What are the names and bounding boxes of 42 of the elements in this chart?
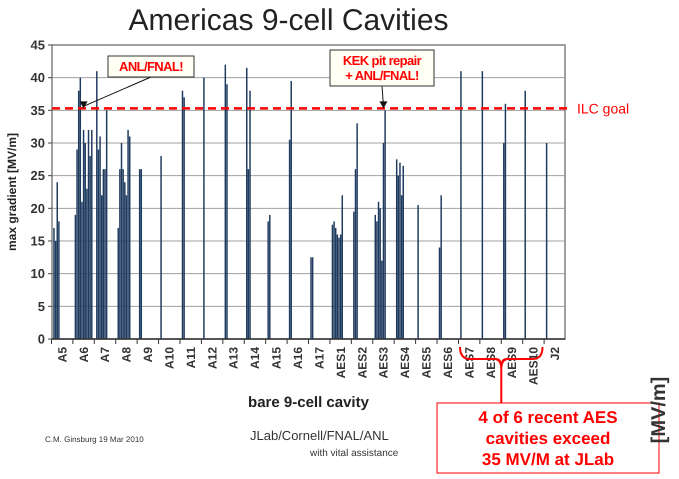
ref-line-label: ILC goal: [577, 100, 630, 116]
text: with vital assistance: [309, 448, 399, 459]
x-axis-title: bare 9-cell cavity: [248, 394, 370, 411]
y-tick-label: 0: [38, 332, 45, 347]
annotation: KEK pit repair + ANL/FNAL!: [342, 53, 422, 83]
x-tick-label: A6: [76, 346, 91, 362]
x-tick-label: AES6: [440, 346, 455, 378]
y-tick-label: 5: [38, 298, 45, 314]
x-tick-label: A16: [290, 346, 305, 370]
y-tick-label: 30: [30, 136, 45, 151]
y-tick-label: 20: [30, 200, 45, 216]
y-tick-label: 10: [30, 266, 45, 282]
x-tick-label: A9: [141, 346, 156, 362]
y-tick-label: 45: [30, 38, 45, 53]
chart-title: Americas 9-cell Cavities: [128, 4, 449, 37]
x-tick-label: A7: [98, 346, 112, 362]
x-tick-label: AES2: [355, 346, 370, 378]
x-tick-label: A10: [162, 346, 176, 370]
x-tick-label: A5: [55, 346, 70, 362]
x-tick-label: A12: [205, 346, 220, 370]
x-tick-label: A8: [120, 346, 134, 362]
y-tick-label: 15: [30, 234, 45, 249]
x-tick-label: A15: [270, 346, 284, 370]
x-tick-label: AES10: [526, 346, 541, 386]
text: [MV/m]: [648, 376, 670, 444]
y-tick-label: 40: [30, 70, 45, 86]
y-axis-title: max gradient [MV/m]: [5, 132, 19, 252]
x-tick-label: A14: [248, 346, 262, 370]
text: 4 of 6 recent AES cavities exceed 35 MV/M at JLab: [478, 408, 618, 469]
y-tick-label: 25: [30, 168, 45, 184]
x-tick-label: J2: [548, 346, 562, 360]
text: C.M. Ginsburg 19 Mar 2010: [45, 435, 144, 444]
x-tick-label: A17: [312, 346, 326, 370]
text: JLab/Cornell/FNAL/ANL: [250, 428, 389, 443]
x-tick-label: A13: [226, 346, 241, 370]
x-tick-label: AES3: [376, 346, 391, 378]
annotation: ANL/FNAL!: [119, 59, 184, 74]
x-tick-label: AES1: [334, 346, 348, 378]
x-tick-label: A11: [184, 346, 198, 368]
x-tick-label: AES5: [420, 346, 434, 378]
y-tick-label: 35: [30, 102, 45, 118]
x-tick-label: AES4: [398, 346, 412, 378]
